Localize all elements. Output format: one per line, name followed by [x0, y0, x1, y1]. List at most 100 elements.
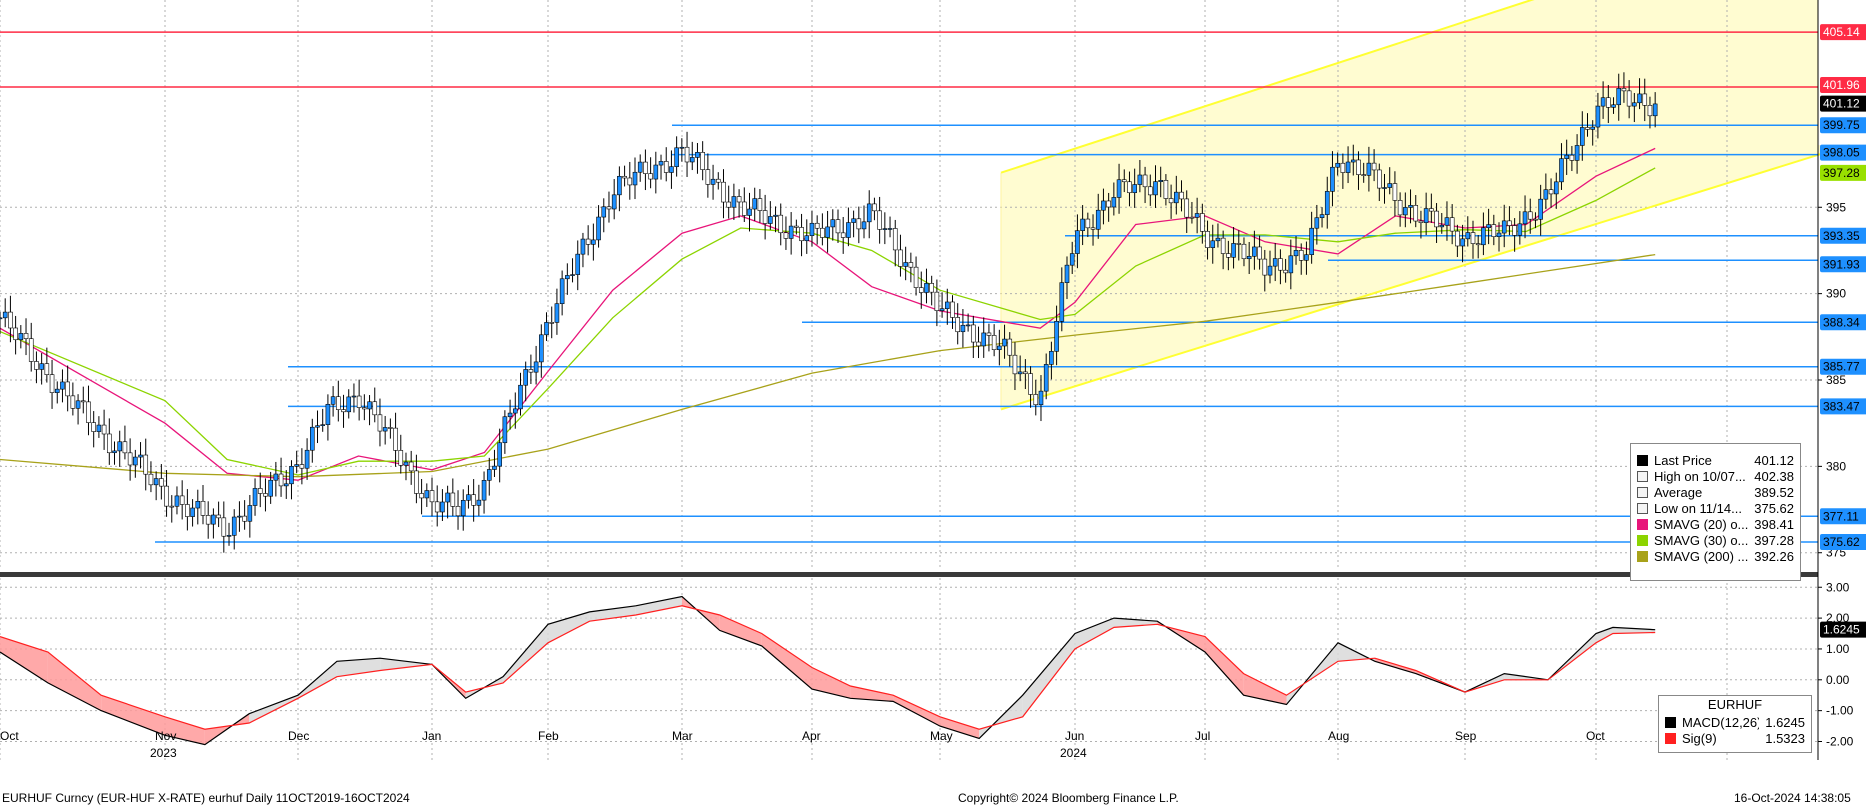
candle-body — [211, 514, 216, 525]
candle-body — [362, 407, 367, 410]
candle-body — [934, 291, 940, 311]
price-axis-tag: 377.11 — [1820, 508, 1866, 525]
macd-gap-fill — [1612, 627, 1656, 634]
candle-body — [185, 504, 190, 517]
candle-body — [674, 147, 679, 167]
candle-body — [169, 505, 175, 508]
candle-body — [596, 216, 601, 241]
x-tick-label: Sep — [1455, 729, 1477, 743]
price-axis-tag-label: 391.93 — [1823, 257, 1860, 271]
candle-body — [1288, 255, 1294, 274]
candle-body — [1507, 220, 1512, 226]
candle-body — [559, 278, 565, 305]
legend-value: 401.12 — [1754, 452, 1794, 468]
candle-body — [1626, 90, 1632, 107]
candle-body — [1080, 218, 1085, 231]
candle-body — [887, 228, 893, 230]
candle-body — [221, 517, 227, 537]
candle-body — [320, 424, 326, 426]
candle-body — [1606, 97, 1611, 108]
candle-body — [976, 341, 981, 347]
candle-body — [1210, 240, 1216, 248]
price-axis-tag: 391.93 — [1820, 256, 1866, 273]
candle-body — [866, 203, 872, 223]
legend-name: MACD(12,26) — [1682, 714, 1760, 730]
candle-body — [1590, 126, 1596, 130]
candle-body — [289, 466, 294, 485]
candle-body — [1470, 232, 1476, 244]
macd-gap-fill — [761, 633, 812, 690]
candle-body — [1439, 224, 1445, 228]
candle-body — [768, 216, 773, 224]
price-legend-item: High on 10/07... 402.38 — [1631, 468, 1800, 484]
candle-body — [1408, 205, 1413, 208]
price-axis-tag-label: 377.11 — [1823, 509, 1859, 523]
candle-body — [611, 194, 617, 210]
candle-body — [138, 454, 143, 458]
macd-gap-fill — [719, 615, 762, 646]
candle-body — [986, 332, 992, 336]
candle-body — [414, 470, 419, 494]
candle-body — [2, 311, 8, 319]
candle-body — [49, 374, 55, 393]
legend-value: 402.38 — [1754, 468, 1794, 484]
candle-body — [1246, 255, 1252, 260]
candle-body — [86, 401, 91, 423]
price-axis-tag-label: 393.35 — [1823, 229, 1860, 243]
candle-body — [283, 483, 289, 487]
candle-body — [1293, 250, 1299, 257]
macd-last-tag-label: 1.6245 — [1823, 623, 1860, 637]
price-axis-tag: 393.35 — [1820, 227, 1866, 244]
candle-body — [356, 395, 362, 408]
sma-line — [0, 253, 1656, 478]
candle-body — [1444, 217, 1450, 226]
channel-upper-line — [1000, 0, 1535, 174]
candle-body — [918, 287, 924, 293]
candle-body — [1116, 179, 1122, 198]
candle-body — [1095, 209, 1101, 230]
candle-body — [257, 488, 263, 494]
price-tick-label: 390 — [1826, 287, 1846, 301]
legend-name: SMAVG (30) o... — [1654, 532, 1749, 548]
candle-body — [1043, 364, 1049, 392]
candle-body — [195, 500, 201, 509]
candle-body — [684, 146, 690, 163]
candle-body — [1085, 218, 1091, 229]
candle-body — [1330, 166, 1335, 192]
candle-body — [637, 161, 643, 173]
candle-body — [518, 384, 523, 410]
candle-body — [1184, 198, 1190, 218]
candle-body — [898, 249, 903, 267]
candle-body — [606, 206, 612, 210]
candle-body — [1491, 224, 1497, 237]
candle-body — [643, 161, 648, 174]
candle-body — [1637, 93, 1642, 104]
macd-gap-fill — [548, 611, 590, 643]
candle-body — [689, 157, 695, 163]
macd-tick-label: 0.00 — [1826, 673, 1850, 687]
macd-gap-fill — [635, 596, 682, 616]
candle-body — [1616, 88, 1622, 106]
candle-body — [742, 201, 747, 216]
price-axis-tag-bg — [1820, 256, 1866, 273]
candle-body — [1324, 191, 1330, 215]
candle-body — [1423, 208, 1429, 223]
macd-gap-fill — [893, 695, 940, 727]
candle-body — [1387, 183, 1393, 188]
candle-body — [388, 427, 393, 429]
price-axis-tag: 375.62 — [1820, 534, 1866, 551]
candle-body — [101, 424, 107, 435]
candle-body — [179, 495, 185, 505]
candle-body — [440, 501, 445, 513]
candle-body — [507, 412, 513, 418]
candle-body — [1611, 104, 1616, 108]
candle-body — [96, 424, 102, 432]
x-tick-label: Jan — [422, 729, 441, 743]
legend-name: SMAVG (20) o... — [1654, 516, 1749, 532]
price-axis-tag-bg — [1820, 164, 1866, 181]
candle-body — [1371, 162, 1377, 171]
candle-body — [1449, 217, 1455, 232]
price-axis-tag-label: 383.47 — [1823, 399, 1860, 413]
macd-gap-fill — [1075, 618, 1114, 649]
candle-body — [1397, 200, 1403, 216]
